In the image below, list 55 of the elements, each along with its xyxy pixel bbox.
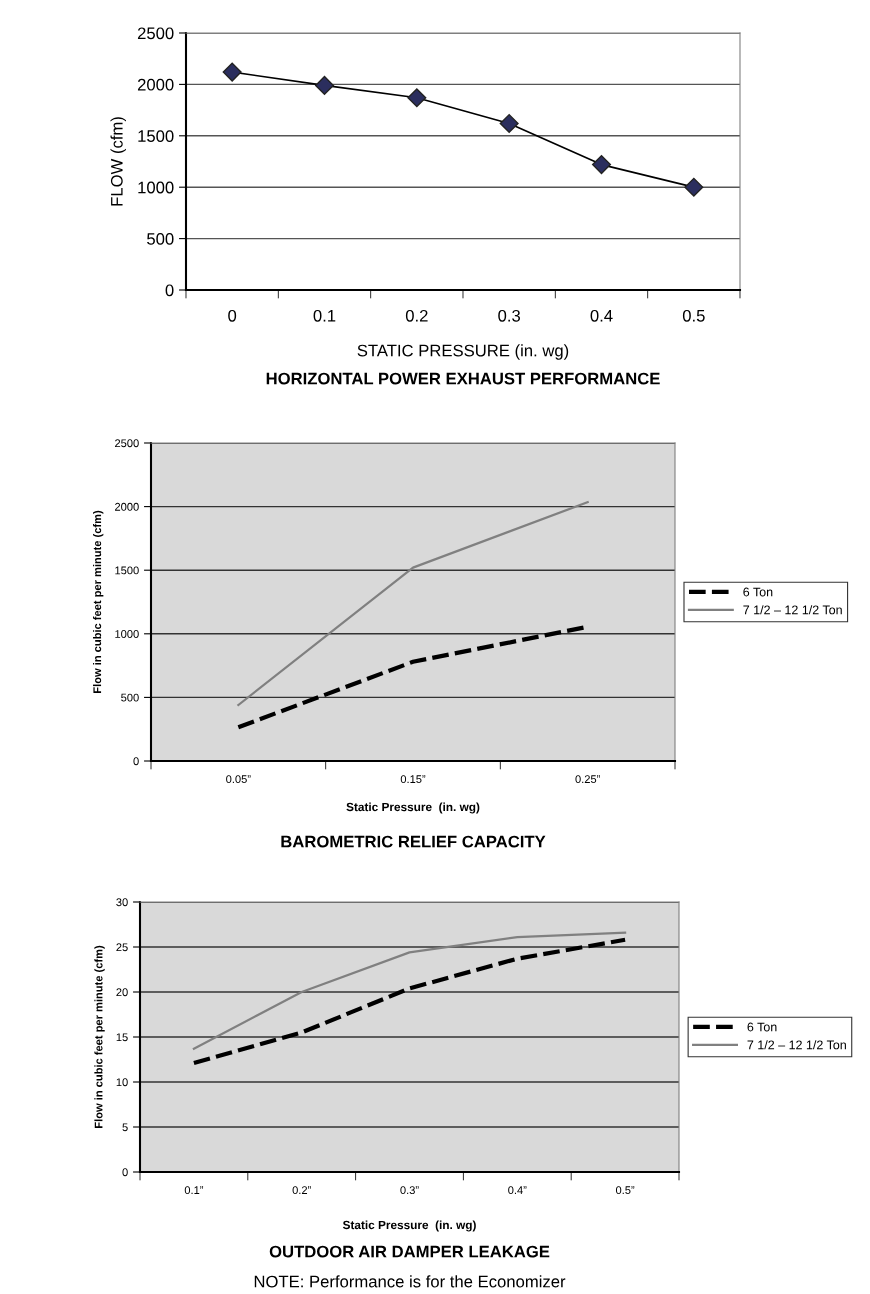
y-tick-label: 2000 (115, 502, 139, 511)
point (407, 88, 427, 108)
x-tick-label: 0.1” (184, 1186, 204, 1195)
line-series (192, 931, 627, 1050)
x-axis-title: STATIC PRESSURE (in. wg) (357, 344, 569, 360)
y-tick-label: 15 (116, 1033, 128, 1042)
point (499, 113, 519, 133)
y-tick-label: 2500 (137, 27, 174, 40)
x-tick-label: 0.5” (615, 1186, 635, 1195)
y-tick-label: 0 (122, 1168, 128, 1177)
legend-label: 7 1/2 – 12 1/2 Ton (747, 1040, 846, 1050)
point (684, 177, 704, 197)
y-tick-label: 30 (116, 898, 128, 907)
y-tick-label: 0 (165, 284, 174, 297)
text: HORIZONTAL POWER EXHAUST PERFORMANCE (266, 372, 660, 385)
y-tick-label: 25 (116, 943, 128, 952)
legend-label: 6 Ton (747, 1022, 777, 1032)
y-tick-label: 1000 (138, 181, 174, 194)
y-tick-label: 1500 (138, 130, 174, 142)
x-axis-title: Static Pressure (in. wg) (346, 802, 480, 814)
y-tick-label: 1500 (115, 566, 139, 575)
text: NOTE: Performance is for the Economizer (254, 1275, 566, 1288)
point (222, 62, 242, 82)
text: BAROMETRIC RELIEF CAPACITY (281, 835, 546, 848)
y-tick-label: 500 (147, 233, 174, 245)
y-tick-label: 2000 (137, 78, 174, 91)
y-tick-label: 1000 (115, 630, 139, 638)
x-tick-label: 0.15” (400, 775, 426, 784)
legend-label: 6 Ton (743, 587, 773, 597)
x-tick-label: 0.4” (508, 1186, 527, 1195)
x-tick-label: 0.5 (682, 309, 705, 322)
point (314, 75, 335, 95)
point (591, 155, 612, 175)
y-tick-label: 5 (122, 1123, 128, 1132)
x-tick-label: 0.2 (405, 309, 428, 322)
x-tick-label: 0.3” (400, 1186, 419, 1195)
line-series (191, 937, 628, 1066)
y-axis-title: Flow in cubic feet per minute (cfm) (94, 945, 105, 1128)
y-axis-title: FLOW (cfm) (110, 117, 126, 206)
x-tick-label: 0.05” (226, 775, 251, 784)
x-tick-label: 0.2” (292, 1186, 311, 1195)
x-tick-label: 0.3 (498, 309, 521, 322)
x-tick-label: 0.4 (590, 309, 613, 322)
y-tick-label: 0 (133, 757, 139, 766)
x-tick-label: 0 (228, 309, 237, 322)
y-tick-label: 500 (121, 693, 139, 702)
text: OUTDOOR AIR DAMPER LEAKAGE (269, 1245, 550, 1258)
y-tick-label: 10 (116, 1078, 128, 1087)
x-tick-label: 0.25” (575, 775, 600, 784)
y-tick-label: 2500 (115, 439, 139, 448)
y-axis-title: Flow in cubic feet per minute (cfm) (93, 510, 104, 693)
y-tick-label: 20 (116, 988, 128, 997)
x-axis-title: Static Pressure (in. wg) (342, 1220, 476, 1232)
x-tick-label: 0.1 (313, 309, 336, 322)
legend-label: 7 1/2 – 12 1/2 Ton (743, 605, 842, 615)
